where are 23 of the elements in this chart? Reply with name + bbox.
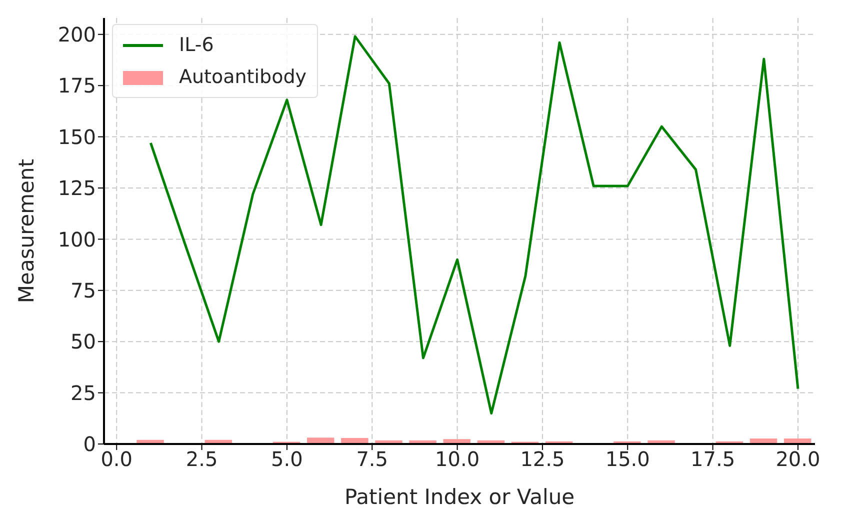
x-tick-label: 0.0 [100,447,133,472]
x-tick-label: 12.5 [520,447,565,472]
legend-label: Autoantibody [179,66,307,88]
y-tick-label: 0 [83,432,96,456]
line-series [149,35,800,415]
x-tick-label: 10.0 [435,447,480,472]
y-tick-label: 75 [70,278,96,302]
x-axis-title: Patient Index or Value [344,485,575,509]
legend-label: IL-6 [179,34,214,56]
x-tick-label: 20.0 [776,447,820,472]
y-tick-label: 175 [58,74,96,98]
y-tick-label: 100 [58,227,96,252]
y-tick-label: 150 [58,124,96,149]
x-tick-label: 15.0 [605,447,650,472]
y-tick-label: 25 [70,380,96,405]
x-tick-label: 2.5 [186,447,218,472]
x-tick-label: 5.0 [271,447,303,472]
y-tick-label: 200 [58,22,96,46]
y-tick-label: 125 [58,176,96,200]
x-tick-label: 7.5 [356,447,388,472]
x-tick-label: 17.5 [690,447,736,472]
y-tick-label: 50 [70,330,96,354]
y-axis-title: Measurement [14,158,38,304]
